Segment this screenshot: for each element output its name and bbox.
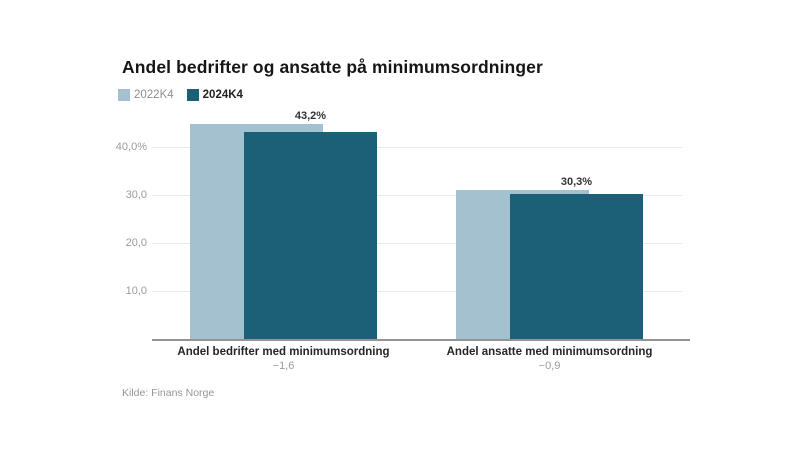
y-tick-label: 30,0 [125, 189, 147, 202]
x-axis-line [152, 339, 690, 341]
bar-2024k4 [510, 194, 643, 340]
legend-label-2024k4: 2024K4 [202, 89, 243, 101]
legend: 2022K4 2024K4 [118, 89, 243, 101]
value-label: 43,2% [294, 110, 327, 123]
source-note: Kilde: Finans Norge [122, 387, 215, 399]
gridline [152, 243, 682, 245]
legend-swatch-2024k4 [186, 89, 199, 101]
y-tick-label: 20,0 [125, 237, 147, 250]
legend-item-2024k4: 2024K4 [186, 89, 243, 101]
legend-label-2022k4: 2022K4 [134, 89, 174, 101]
value-label: 30,3% [560, 175, 593, 188]
difference-label: −0,9 [538, 360, 561, 372]
category-label: Andel bedrifter med minimumsordning [177, 346, 390, 358]
bar-2024k4 [244, 132, 377, 340]
legend-swatch-2022k4 [118, 89, 130, 101]
gridline [152, 195, 682, 197]
difference-label: −1,6 [272, 360, 295, 372]
y-tick-label: 40,0% [115, 141, 147, 153]
category-label: Andel ansatte med minimumsordning [446, 346, 653, 358]
gridline [152, 291, 682, 293]
y-tick-label: 10,0 [125, 285, 147, 298]
chart-title: Andel bedrifter og ansatte på minimumsor… [122, 57, 543, 77]
legend-item-2022k4: 2022K4 [118, 89, 174, 101]
gridline [152, 147, 682, 148]
